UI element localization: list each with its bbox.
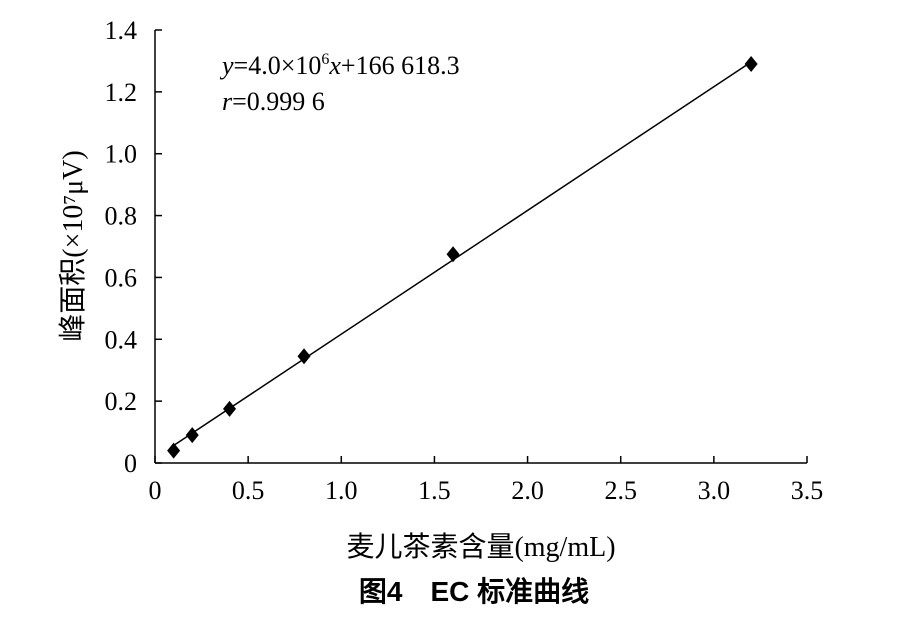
data-point-marker [446,246,460,263]
y-tick-label: 1.2 [105,78,138,107]
x-tick-label: 3.0 [698,476,731,505]
y-tick-label: 0.2 [105,387,138,416]
data-point-marker [297,348,311,365]
equation-x-var: x [328,51,341,80]
correlation-annotation: r=0.999 6 [222,87,325,116]
x-axis-ticks: 0 0.5 1.0 1.5 2.0 2.5 3.0 3.5 [149,456,824,505]
y-tick-label: 0.6 [105,263,138,292]
y-tick-label: 1.4 [105,16,138,45]
data-point-marker [185,427,199,444]
y-tick-label: 1.0 [105,140,138,169]
data-point-marker [744,56,758,73]
y-tick-label: 0.4 [105,325,138,354]
y-tick-label: 0.8 [105,202,138,231]
x-tick-label: 1.5 [418,476,451,505]
data-point-marker [167,442,181,459]
data-points [167,56,758,459]
x-tick-label: 0.5 [232,476,265,505]
x-axis-label: 麦儿茶素含量(mg/mL) [346,531,615,563]
trendline [173,61,752,447]
y-axis-ticks: 0 0.2 0.4 0.6 0.8 1.0 1.2 1.4 [105,16,162,478]
equation-exponent: 6 [321,51,329,68]
equation-intercept: +166 618.3 [341,51,460,80]
x-tick-label: 1.0 [325,476,358,505]
equation-y-var: y [219,51,234,80]
figure-caption: 图4 EC 标准曲线 [359,576,589,607]
x-tick-label: 2.0 [511,476,544,505]
x-tick-label: 2.5 [604,476,637,505]
x-tick-label: 0 [149,476,162,505]
plot-area: 0 0.5 1.0 1.5 2.0 2.5 3.0 3.5 0 0.2 0.4 0.6 0.8 1.0 1… [105,16,824,505]
x-tick-label: 3.5 [791,476,824,505]
data-point-marker [223,400,237,417]
correlation-var: r [222,87,233,116]
equation-annotation: y=4.0×106x+166 618.3 [219,51,460,80]
correlation-value: =0.999 6 [232,87,325,116]
y-axis-label: 峰面积(×10⁷μV) [57,150,89,341]
y-tick-label: 0 [124,449,137,478]
equation-coefficient: =4.0×10 [234,51,322,80]
